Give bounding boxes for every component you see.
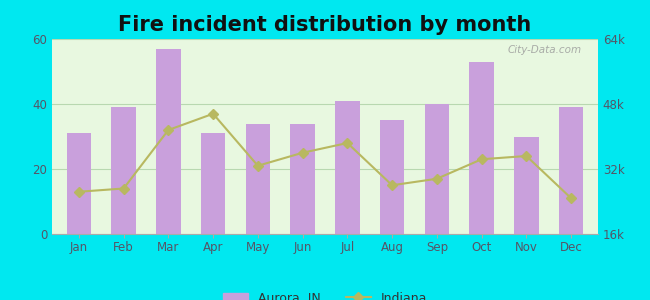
Bar <box>380 120 404 234</box>
Bar <box>246 124 270 234</box>
Text: City-Data.com: City-Data.com <box>508 45 582 55</box>
Bar <box>111 107 136 234</box>
Title: Fire incident distribution by month: Fire incident distribution by month <box>118 15 532 35</box>
Bar <box>291 124 315 234</box>
Bar <box>335 101 359 234</box>
Bar <box>514 136 539 234</box>
Legend: Aurora, IN, Indiana: Aurora, IN, Indiana <box>218 287 432 300</box>
Bar <box>156 49 181 234</box>
Bar <box>201 133 226 234</box>
Bar <box>469 62 494 234</box>
Bar <box>424 104 449 234</box>
Bar <box>66 133 91 234</box>
Bar <box>559 107 584 234</box>
